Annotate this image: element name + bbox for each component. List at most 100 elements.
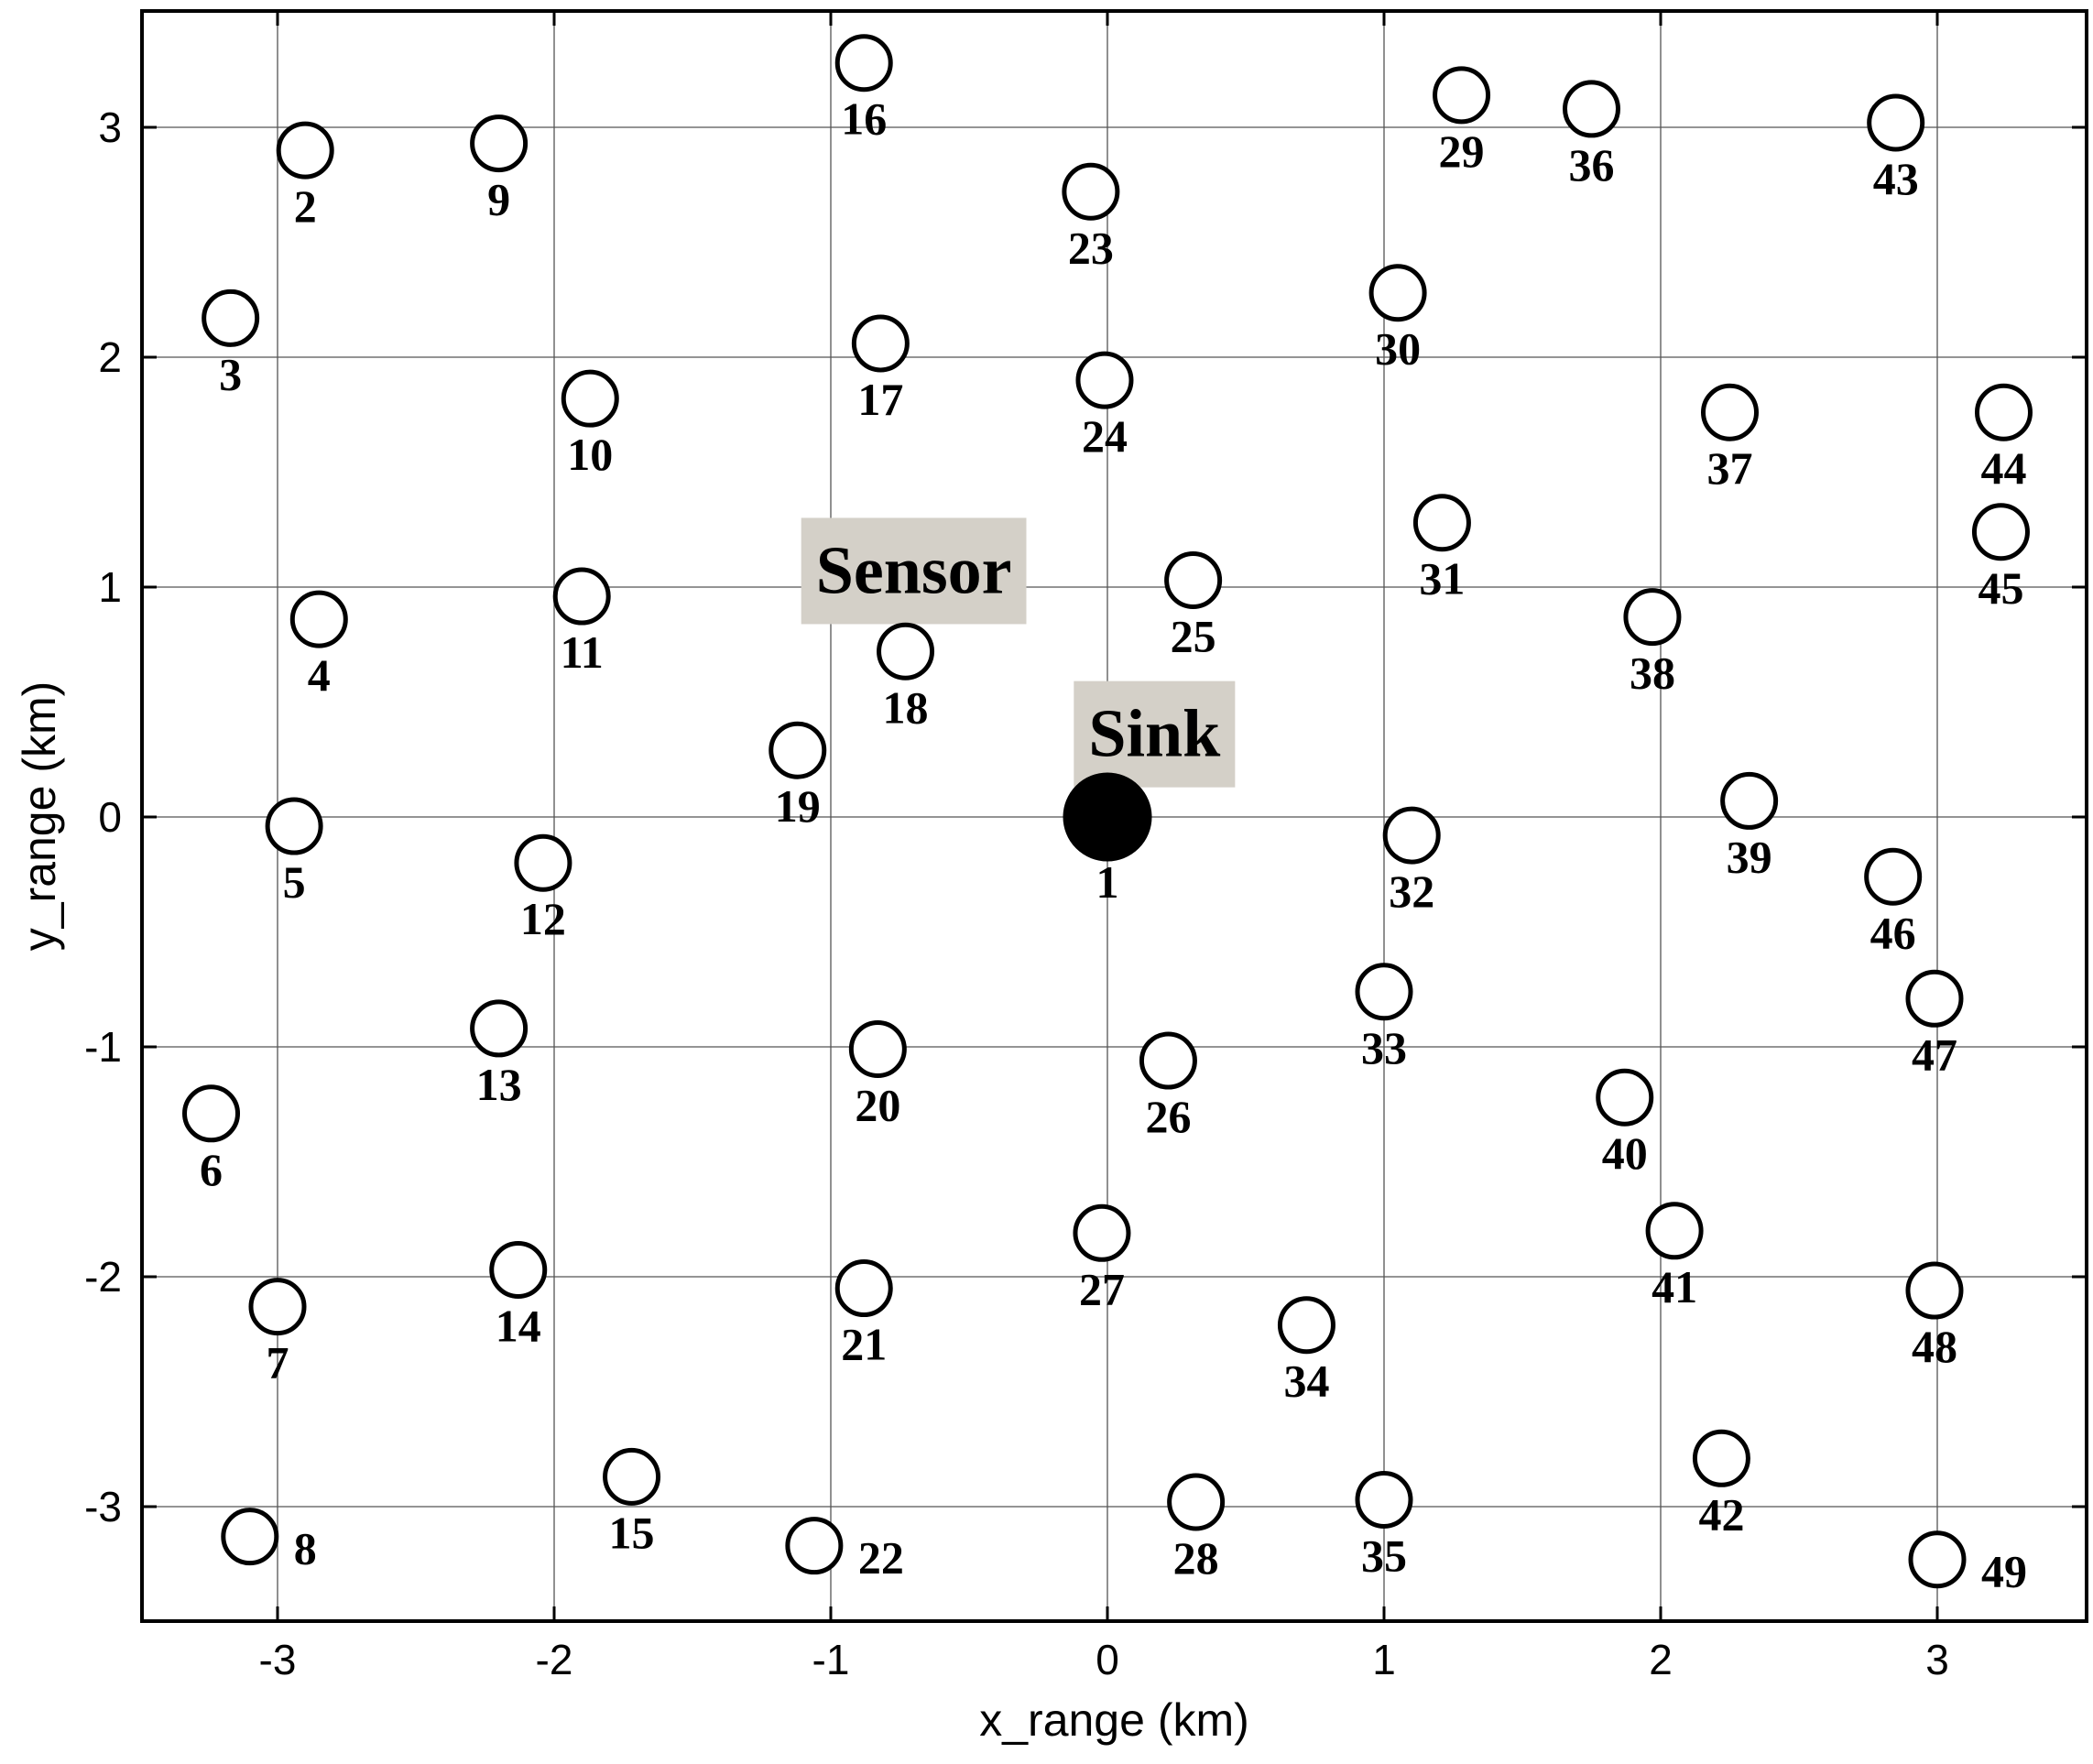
node-label: 25 xyxy=(1171,610,1216,661)
node-label: 47 xyxy=(1912,1029,1957,1080)
annotation-text: Sensor xyxy=(816,533,1012,608)
sensor-node-31 xyxy=(1412,494,1471,552)
sensor-node-37 xyxy=(1701,383,1759,441)
sensor-node-14 xyxy=(489,1240,548,1299)
node-label: 4 xyxy=(308,649,331,701)
plot-frame xyxy=(140,9,2088,1623)
sensor-node-7 xyxy=(248,1278,307,1336)
node-label: 13 xyxy=(476,1059,522,1110)
y-tick-label: 3 xyxy=(98,103,122,151)
sensor-node-35 xyxy=(1355,1470,1413,1529)
sensor-node-28 xyxy=(1167,1473,1226,1531)
node-label: 45 xyxy=(1978,562,2023,614)
node-label: 36 xyxy=(1569,139,1615,191)
node-label: 3 xyxy=(219,348,242,399)
node-label: 35 xyxy=(1361,1530,1407,1581)
y-tick-label: -2 xyxy=(84,1253,122,1301)
sensor-node-6 xyxy=(182,1084,241,1143)
node-label: 11 xyxy=(561,626,604,678)
sensor-node-3 xyxy=(202,289,260,347)
y-tick-label: 0 xyxy=(98,793,122,841)
axis-ticks xyxy=(142,11,2087,1621)
node-label: 34 xyxy=(1283,1356,1329,1407)
sensor-node-8 xyxy=(221,1508,279,1566)
node-label: 9 xyxy=(487,174,510,225)
annotation-sink: Sink xyxy=(1074,681,1236,788)
y-axis-label: y_range (km) xyxy=(14,681,65,952)
sensor-node-23 xyxy=(1062,162,1120,221)
sensor-node-41 xyxy=(1645,1202,1704,1260)
x-tick-label: 1 xyxy=(1372,1636,1396,1683)
sensor-node-25 xyxy=(1164,550,1223,609)
node-label: 10 xyxy=(567,429,613,480)
node-label: 32 xyxy=(1389,866,1434,917)
node-label: 14 xyxy=(496,1300,541,1351)
node-label: 2 xyxy=(294,180,317,232)
node-label: 20 xyxy=(855,1080,900,1131)
y-tick-label: -3 xyxy=(84,1483,122,1530)
sensor-node-4 xyxy=(289,590,348,648)
sensor-node-19 xyxy=(769,721,827,779)
node-label: 31 xyxy=(1419,553,1465,604)
sensor-node-15 xyxy=(603,1447,661,1506)
x-tick-label: 2 xyxy=(1649,1636,1673,1683)
y-tick-label: 1 xyxy=(98,563,122,611)
node-label: 24 xyxy=(1082,410,1128,462)
x-axis-label: x_range (km) xyxy=(979,1694,1249,1746)
sensor-node-27 xyxy=(1073,1203,1131,1262)
node-label: 18 xyxy=(883,681,929,733)
sensor-node-21 xyxy=(834,1259,893,1318)
node-label: 46 xyxy=(1870,907,1916,958)
sensor-node-20 xyxy=(848,1020,907,1079)
node-label: 40 xyxy=(1602,1127,1648,1179)
node-label: 27 xyxy=(1079,1263,1125,1314)
sensor-node-43 xyxy=(1867,93,1925,152)
node-label: 29 xyxy=(1439,125,1485,177)
node-markers xyxy=(182,34,2033,1589)
node-label: 5 xyxy=(283,856,306,908)
sensor-node-16 xyxy=(834,34,893,93)
annotation-text: Sink xyxy=(1088,697,1221,772)
sensor-node-34 xyxy=(1277,1296,1335,1355)
sensor-node-12 xyxy=(514,833,572,892)
x-tick-label: -1 xyxy=(812,1636,850,1683)
node-label: 42 xyxy=(1698,1488,1744,1540)
node-label: 41 xyxy=(1652,1261,1697,1312)
node-label: 43 xyxy=(1873,153,1919,204)
sensor-node-46 xyxy=(1864,847,1923,906)
sensor-node-38 xyxy=(1623,588,1682,647)
sensor-node-44 xyxy=(1974,383,2033,441)
sensor-node-45 xyxy=(1971,503,2030,561)
node-label: 23 xyxy=(1068,222,1114,273)
node-label: 26 xyxy=(1145,1091,1191,1142)
node-label: 28 xyxy=(1173,1532,1219,1584)
x-tick-label: 3 xyxy=(1925,1636,1949,1683)
sensor-node-18 xyxy=(877,622,935,681)
sensor-node-22 xyxy=(785,1517,844,1575)
sensor-node-33 xyxy=(1355,963,1413,1021)
node-label: 48 xyxy=(1912,1321,1957,1372)
x-tick-label: -3 xyxy=(259,1636,297,1683)
y-tick-label: -1 xyxy=(84,1023,122,1071)
node-label: 44 xyxy=(1980,442,2026,494)
sensor-node-32 xyxy=(1382,806,1441,865)
node-label: 21 xyxy=(841,1319,887,1370)
node-label: 1 xyxy=(1096,856,1119,908)
node-label: 12 xyxy=(520,893,566,944)
node-label: 37 xyxy=(1707,442,1753,494)
node-label: 39 xyxy=(1727,831,1772,882)
sensor-node-36 xyxy=(1563,80,1620,138)
node-label: 15 xyxy=(609,1507,655,1558)
node-label: 33 xyxy=(1361,1022,1407,1073)
sensor-node-9 xyxy=(470,114,529,173)
sensor-node-49 xyxy=(1908,1530,1967,1589)
sensor-node-42 xyxy=(1692,1429,1750,1487)
sensor-node-2 xyxy=(276,121,334,180)
node-labels: 1234567891011121314151617181920212223242… xyxy=(200,93,2027,1597)
sensor-node-29 xyxy=(1433,66,1491,125)
sink-node xyxy=(1063,772,1152,862)
sensor-node-26 xyxy=(1139,1031,1197,1090)
node-label: 8 xyxy=(294,1523,317,1574)
annotation-tags: Sensor Sink xyxy=(801,517,1236,788)
